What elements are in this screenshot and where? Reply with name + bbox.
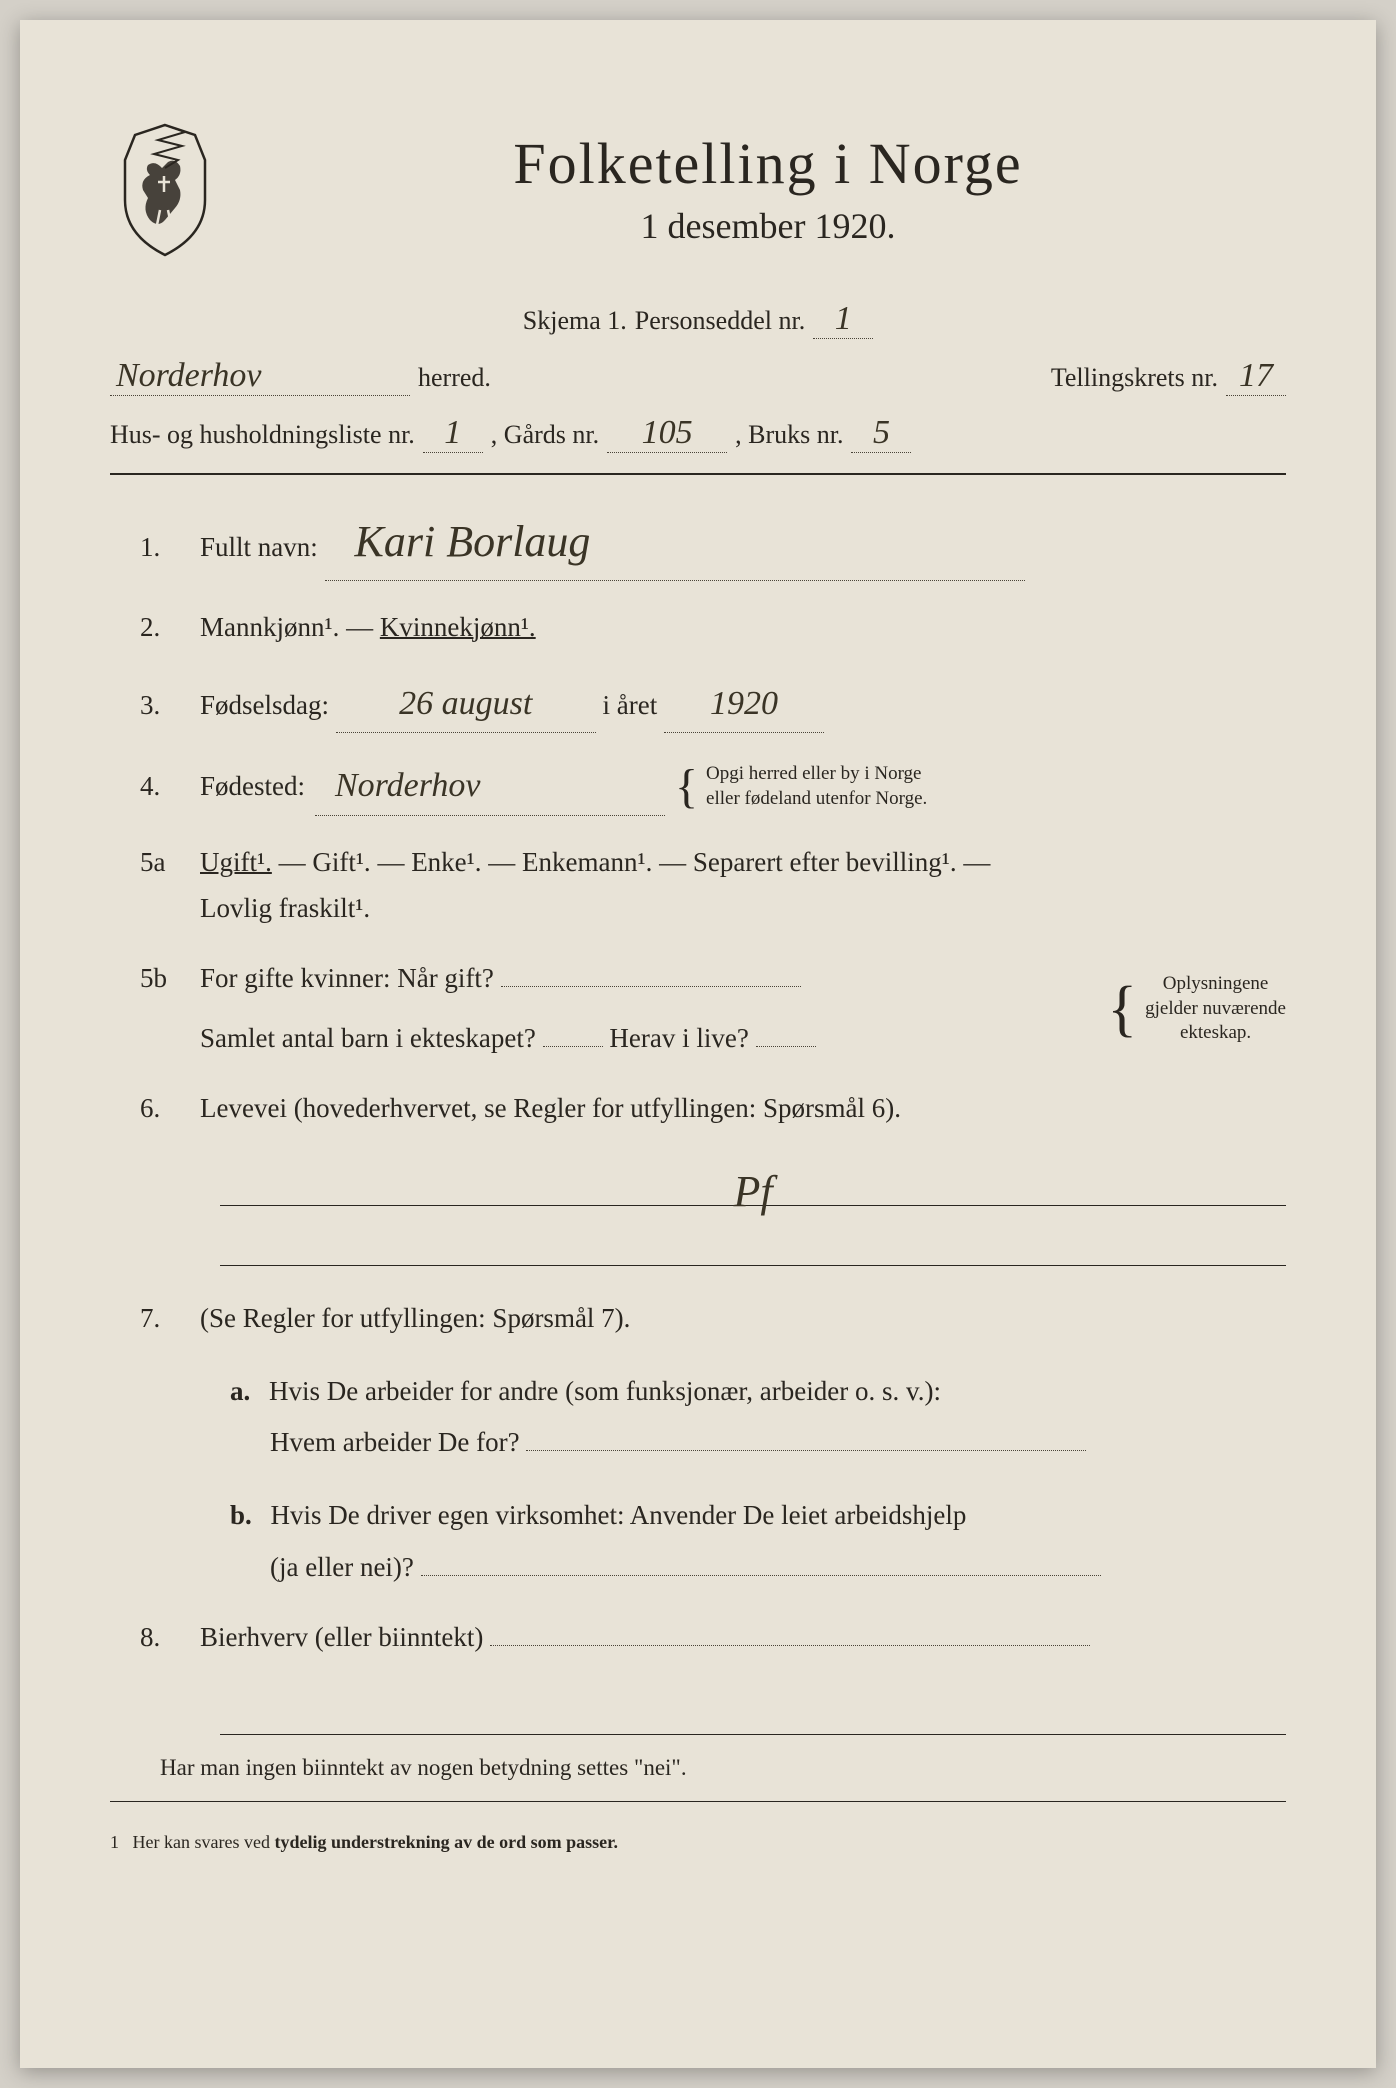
bottom-note: Har man ingen biinntekt av nogen betydni… [110, 1755, 1286, 1781]
gaards-value: 105 [607, 414, 727, 453]
footnote: 1 Her kan svares ved tydelig understrekn… [110, 1832, 1286, 1853]
q5a-num: 5a [140, 847, 186, 878]
herred-row: Norderhov herred. Tellingskrets nr. 17 [110, 357, 1286, 396]
q4-num: 4. [140, 771, 186, 802]
q6-num: 6. [140, 1093, 186, 1124]
q3-year: 1920 [664, 675, 824, 734]
tellingskrets-value: 17 [1226, 357, 1286, 396]
q1-value: Kari Borlaug [325, 505, 1025, 581]
divider-thin [110, 1801, 1286, 1802]
gaards-label: , Gårds nr. [491, 420, 599, 450]
q5a: 5a Ugift¹. — Gift¹. — Enke¹. — Enkemann¹… [110, 840, 1286, 932]
personseddel-label: Personseddel nr. [635, 306, 805, 336]
q7b-line2: (ja eller nei)? [270, 1552, 414, 1582]
q5b-note3: ekteskap. [1145, 1021, 1286, 1046]
q5b-blank2 [543, 1046, 603, 1047]
q7a-label: a. [230, 1376, 250, 1406]
header: Folketelling i Norge 1 desember 1920. [110, 120, 1286, 260]
q5b-blank1 [501, 986, 801, 987]
skjema-row: Skjema 1. Personseddel nr. 1 [110, 300, 1286, 339]
q5b-line2b: Herav i live? [609, 1023, 748, 1053]
husliste-row: Hus- og husholdningsliste nr. 1 , Gårds … [110, 414, 1286, 453]
husliste-value: 1 [423, 414, 483, 453]
q7b-label: b. [230, 1500, 252, 1530]
brace-icon: { [1107, 978, 1137, 1040]
divider [110, 473, 1286, 475]
q7-label: (Se Regler for utfyllingen: Spørsmål 7). [200, 1303, 630, 1333]
herred-label: herred. [418, 363, 491, 393]
q7b-blank [421, 1575, 1101, 1576]
q6-value: Pf [733, 1167, 772, 1216]
q7a: a. Hvis De arbeider for andre (som funks… [110, 1366, 1286, 1469]
q7: 7. (Se Regler for utfyllingen: Spørsmål … [110, 1296, 1286, 1342]
bruks-value: 5 [851, 414, 911, 453]
q7b: b. Hvis De driver egen virksomhet: Anven… [110, 1490, 1286, 1593]
skjema-label: Skjema 1. [523, 306, 627, 336]
q3-label: Fødselsdag: [200, 690, 329, 720]
q3-day: 26 august [336, 675, 596, 734]
q4-label: Fødested: [200, 764, 305, 810]
q7a-line1: Hvis De arbeider for andre (som funksjon… [269, 1376, 941, 1406]
q7a-line2: Hvem arbeider De for? [270, 1427, 520, 1457]
main-title: Folketelling i Norge [250, 130, 1286, 197]
q7a-blank [526, 1450, 1086, 1451]
q2-opt2: Kvinnekjønn¹. [380, 612, 536, 642]
q4-value: Norderhov [315, 757, 665, 816]
q8-blank [490, 1645, 1090, 1646]
q5b: 5b For gifte kvinner: Når gift? Samlet a… [110, 956, 1286, 1062]
q5b-line1a: For gifte kvinner: Når gift? [200, 963, 494, 993]
subtitle: 1 desember 1920. [250, 205, 1286, 247]
footnote-text: Her kan svares ved [133, 1832, 275, 1852]
q6: 6. Levevei (hovederhvervet, se Regler fo… [110, 1086, 1286, 1132]
q5b-note2: gjelder nuværende [1145, 997, 1286, 1022]
q5b-note: { Oplysningene gjelder nuværende ekteska… [1107, 972, 1286, 1046]
q2: 2. Mannkjønn¹. — Kvinnekjønn¹. [110, 605, 1286, 651]
q5b-blank3 [756, 1046, 816, 1047]
husliste-label: Hus- og husholdningsliste nr. [110, 420, 415, 450]
q5b-num: 5b [140, 963, 186, 994]
q5a-opt3: Enkemann¹. [522, 847, 652, 877]
title-block: Folketelling i Norge 1 desember 1920. [250, 120, 1286, 247]
q8-label: Bierhverv (eller biinntekt) [200, 1622, 483, 1652]
footnote-num: 1 [110, 1832, 119, 1852]
q4: 4. Fødested: Norderhov { Opgi herred ell… [110, 757, 1286, 816]
q7-num: 7. [140, 1303, 186, 1334]
personseddel-value: 1 [813, 300, 873, 339]
q2-opt1: Mannkjønn¹. [200, 612, 339, 642]
footnote-bold: tydelig understrekning av de ord som pas… [274, 1832, 618, 1852]
q5b-line2a: Samlet antal barn i ekteskapet? [200, 1023, 536, 1053]
q4-note: { Opgi herred eller by i Norge eller fød… [675, 762, 927, 811]
q1-num: 1. [140, 532, 186, 563]
q2-num: 2. [140, 612, 186, 643]
q3: 3. Fødselsdag: 26 august i året 1920 [110, 675, 1286, 734]
census-form-page: Folketelling i Norge 1 desember 1920. Sk… [20, 20, 1376, 2068]
tellingskrets-label: Tellingskrets nr. [1051, 363, 1218, 393]
q1: 1. Fullt navn: Kari Borlaug [110, 505, 1286, 581]
brace-icon: { [675, 763, 698, 811]
q6-answer-area: Pf [110, 1156, 1286, 1266]
q5a-opt2: Enke¹. [411, 847, 481, 877]
q5a-opt5: Lovlig fraskilt¹. [200, 893, 370, 923]
q5a-opt0: Ugift¹. [200, 847, 272, 877]
q5b-note1: Oplysningene [1145, 972, 1286, 997]
q8-extra-line [110, 1685, 1286, 1735]
q5a-opt1: Gift¹. [312, 847, 370, 877]
q6-label: Levevei (hovederhvervet, se Regler for u… [200, 1093, 901, 1123]
coat-of-arms-icon [110, 120, 220, 260]
q3-num: 3. [140, 690, 186, 721]
q3-mid: i året [603, 690, 658, 720]
q2-sep: — [346, 612, 380, 642]
q8: 8. Bierhverv (eller biinntekt) [110, 1615, 1286, 1661]
q8-num: 8. [140, 1622, 186, 1653]
q5a-opt4: Separert efter bevilling¹. [693, 847, 957, 877]
q4-note1: Opgi herred eller by i Norge [706, 762, 927, 787]
q4-note2: eller fødeland utenfor Norge. [706, 787, 927, 812]
herred-value: Norderhov [110, 357, 410, 396]
bruks-label: , Bruks nr. [735, 420, 843, 450]
q1-label: Fullt navn: [200, 532, 318, 562]
q7b-line1: Hvis De driver egen virksomhet: Anvender… [271, 1500, 967, 1530]
